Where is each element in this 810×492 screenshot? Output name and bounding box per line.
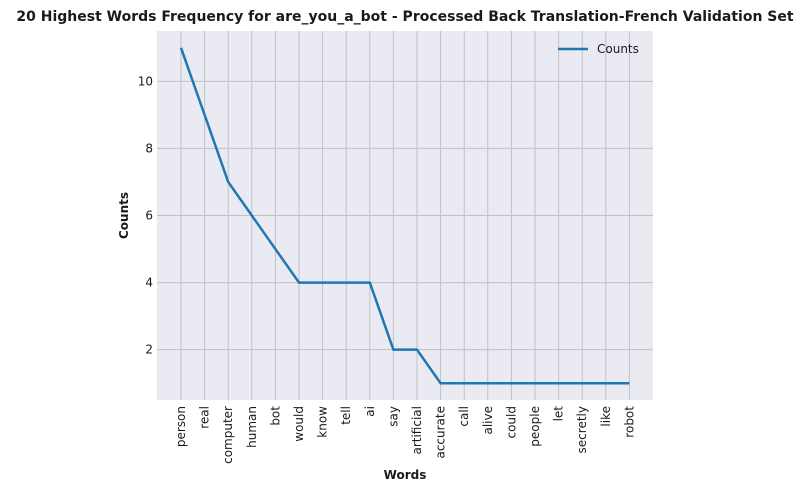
x-tick-label: artificial <box>410 406 424 455</box>
x-tick-label: people <box>528 406 542 447</box>
legend: Counts <box>558 42 639 56</box>
x-tick-label: real <box>198 406 212 429</box>
y-tick-label: 6 <box>145 209 153 223</box>
y-tick-label: 2 <box>145 343 153 357</box>
x-tick-label: let <box>552 406 566 422</box>
x-tick-label: call <box>457 406 471 427</box>
y-tick-label: 10 <box>138 74 153 88</box>
x-tick-label: accurate <box>434 406 448 459</box>
chart-title: 20 Highest Words Frequency for are_you_a… <box>16 9 793 25</box>
x-tick-labels: person real computer human bot would know tell a… <box>174 406 636 464</box>
x-tick-label: person <box>174 406 188 447</box>
x-tick-label: robot <box>622 406 636 438</box>
x-tick-label: ai <box>363 406 377 417</box>
x-tick-label: say <box>386 406 400 427</box>
legend-label: Counts <box>597 42 639 56</box>
series-layer <box>179 47 630 385</box>
y-tick-labels: 2 4 6 8 10 <box>138 74 153 356</box>
y-tick-label: 4 <box>145 276 153 290</box>
x-tick-label: secretly <box>575 406 589 453</box>
x-tick-label: know <box>316 406 330 438</box>
grid <box>157 31 653 400</box>
x-tick-label: computer <box>221 406 235 464</box>
x-tick-label: bot <box>268 406 282 426</box>
x-tick-label: could <box>504 406 518 439</box>
x-tick-label: human <box>245 406 259 448</box>
x-tick-label: alive <box>481 406 495 435</box>
y-axis-label: Counts <box>117 192 131 239</box>
series-line <box>179 47 630 385</box>
y-tick-label: 8 <box>145 141 153 155</box>
x-tick-label: would <box>292 406 306 442</box>
x-tick-label: tell <box>339 406 353 425</box>
x-tick-label: like <box>599 406 613 427</box>
x-axis-label: Words <box>384 468 427 482</box>
